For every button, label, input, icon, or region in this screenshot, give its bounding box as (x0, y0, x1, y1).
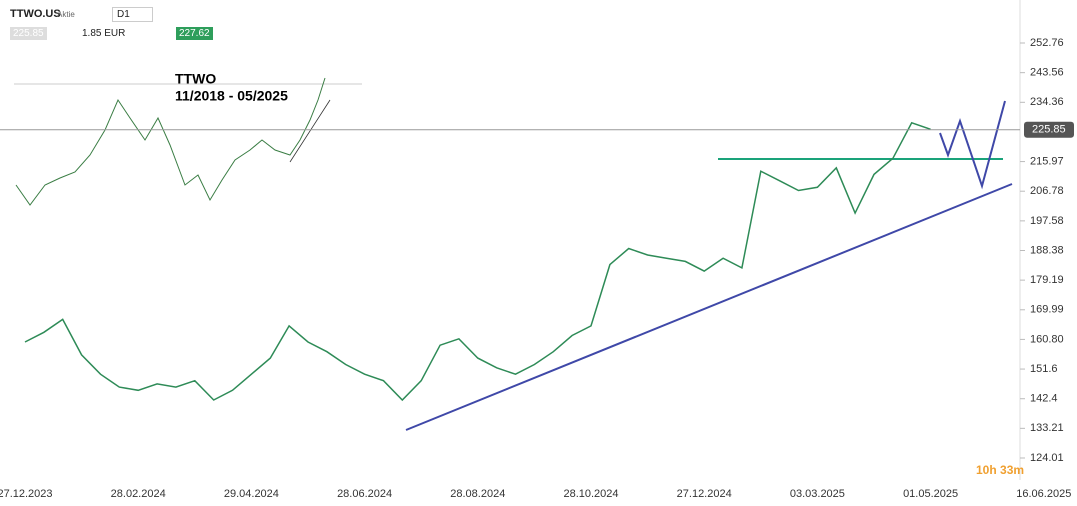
countdown: 10h 33m (976, 463, 1024, 477)
spread: 1.85 EUR (82, 28, 126, 39)
y-tick-label: 179.19 (1030, 274, 1064, 286)
y-tick-label: 252.76 (1030, 37, 1064, 49)
trend-line (405, 183, 1013, 431)
bid[interactable]: 225.85 (10, 27, 47, 40)
symbol[interactable]: TTWO.US (10, 8, 61, 20)
x-tick-label: 27.12.2024 (677, 488, 732, 500)
interval[interactable]: D1 (112, 7, 153, 22)
ask[interactable]: 227.62 (176, 27, 213, 40)
x-tick-label: 28.08.2024 (450, 488, 505, 500)
last-price-tag (1024, 121, 1074, 138)
x-tick-label: 28.10.2024 (563, 488, 618, 500)
y-tick-label: 243.56 (1030, 67, 1064, 79)
last-price-label: 225.85 (1032, 124, 1066, 136)
y-tick-label: 124.01 (1030, 452, 1064, 464)
y-tick-label: 215.97 (1030, 155, 1064, 167)
y-tick-label: 169.99 (1030, 304, 1064, 316)
x-tick-label: 28.06.2024 (337, 488, 392, 500)
inset: TTWO 11/2018 - 05/2025 (14, 55, 380, 230)
y-tick-label: 160.80 (1030, 333, 1064, 345)
x-tick-label: 01.05.2025 (903, 488, 958, 500)
x-tick-label: 03.03.2025 (790, 488, 845, 500)
price-line (24, 121, 931, 402)
y-tick-label: 188.38 (1030, 244, 1064, 256)
kind: Aktie (57, 10, 75, 19)
x-tick-label: 28.02.2024 (111, 488, 166, 500)
x-tick-label: 27.12.2023 (0, 488, 53, 500)
y-tick-label: 206.78 (1030, 185, 1064, 197)
y-tick-label: 197.58 (1030, 215, 1064, 227)
projection (939, 100, 1006, 190)
annotation: 11/2018 - 05/2025 (175, 88, 288, 104)
y-tick-label: 234.36 (1030, 96, 1064, 108)
y-tick-label: 151.6 (1030, 363, 1058, 375)
y-tick-label: 142.4 (1030, 393, 1058, 405)
x-tick-label: 16.06.2025 (1016, 488, 1071, 500)
annotation: TTWO (175, 71, 216, 87)
y-tick-label: 133.21 (1030, 422, 1064, 434)
x-tick-label: 29.04.2024 (224, 488, 279, 500)
